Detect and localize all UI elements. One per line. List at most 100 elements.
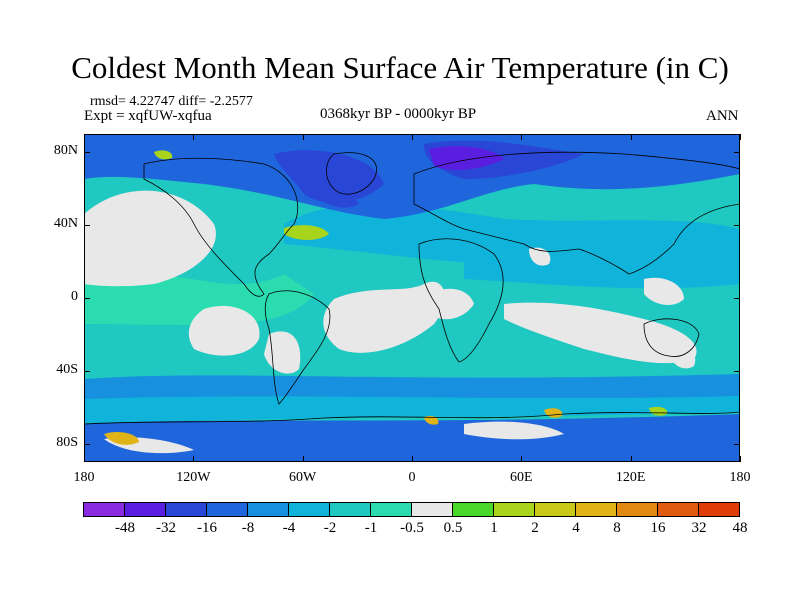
lat-tick-label: 80S bbox=[56, 434, 78, 450]
coastline-antarctica bbox=[84, 411, 740, 425]
experiment-label: Expt = xqfUW-xqfua bbox=[84, 108, 212, 124]
region-arctic-deep bbox=[274, 150, 384, 203]
lat-tick-label: 40N bbox=[53, 216, 78, 232]
colorbar-swatch bbox=[657, 502, 699, 517]
colorbar-swatch bbox=[370, 502, 412, 517]
coastline-eurasia bbox=[413, 151, 740, 275]
colorbar-label: -0.5 bbox=[400, 520, 424, 536]
lon-tick bbox=[193, 456, 195, 462]
lat-tick bbox=[84, 225, 90, 227]
colorbar-label: -32 bbox=[156, 520, 176, 536]
period-label: 0368kyr BP - 0000kyr BP bbox=[320, 106, 477, 122]
lon-tick bbox=[412, 456, 413, 462]
colorbar-swatch bbox=[534, 502, 576, 517]
coastline-north-america bbox=[143, 157, 298, 297]
lon-tick bbox=[84, 456, 85, 462]
lat-tick-label: 80N bbox=[53, 143, 78, 159]
colorbar-swatch bbox=[698, 502, 740, 517]
lat-tick-label: 0 bbox=[71, 289, 78, 304]
lat-tick bbox=[84, 370, 90, 372]
colorbar-swatch bbox=[616, 502, 658, 517]
lon-tick-label: 180 bbox=[73, 470, 95, 485]
colorbar-label: -16 bbox=[197, 520, 217, 536]
neutral-south-pacific bbox=[188, 305, 260, 356]
lon-tick bbox=[193, 134, 195, 140]
lon-tick bbox=[630, 134, 632, 140]
colorbar-swatch bbox=[452, 502, 494, 517]
colorbar-swatch bbox=[411, 502, 453, 517]
lon-tick-label: 120W bbox=[176, 470, 211, 485]
coastline-greenland bbox=[326, 152, 377, 195]
lat-tick-label: 40S bbox=[56, 361, 78, 377]
lat-tick bbox=[734, 225, 740, 227]
colorbar-label: 48 bbox=[732, 520, 748, 536]
map-panel bbox=[84, 134, 740, 462]
colorbar-swatch bbox=[288, 502, 330, 517]
stats-text: rmsd= 4.22747 diff= -2.2577 bbox=[90, 94, 253, 109]
neutral-indian-ocean bbox=[504, 302, 697, 364]
lon-tick bbox=[740, 456, 741, 462]
lon-tick bbox=[302, 134, 304, 140]
coastline-south-america bbox=[264, 290, 331, 405]
lat-tick bbox=[734, 298, 740, 299]
lon-tick bbox=[521, 134, 523, 140]
colorbar-swatch bbox=[206, 502, 248, 517]
lon-tick bbox=[740, 134, 741, 140]
neutral-arabia bbox=[529, 247, 551, 266]
colorbar bbox=[83, 502, 740, 517]
colorbar-label: 2 bbox=[531, 520, 539, 536]
region-tropics-pacific bbox=[84, 274, 314, 326]
lat-tick bbox=[734, 443, 740, 445]
lon-tick bbox=[412, 134, 413, 140]
lat-tick bbox=[734, 370, 740, 372]
coastline-australia bbox=[643, 318, 700, 357]
neutral-western-pacific bbox=[644, 277, 684, 306]
colorbar-label: 0.5 bbox=[443, 520, 463, 536]
region-southern-belt-inner bbox=[84, 396, 740, 424]
lon-tick-label: 60W bbox=[289, 470, 317, 485]
colorbar-label: 32 bbox=[691, 520, 707, 536]
lon-tick bbox=[521, 456, 523, 462]
colorbar-swatch bbox=[83, 502, 125, 517]
colorbar-label: -8 bbox=[241, 520, 255, 536]
coastlines bbox=[84, 151, 740, 425]
colorbar-swatch bbox=[165, 502, 207, 517]
coastline-africa bbox=[418, 238, 504, 363]
colorbar-swatch bbox=[124, 502, 166, 517]
colorbar-label: 16 bbox=[650, 520, 666, 536]
figure-title: Coldest Month Mean Surface Air Temperatu… bbox=[71, 50, 729, 85]
lon-tick-label: 60E bbox=[510, 470, 533, 485]
colorbar-label: -4 bbox=[282, 520, 296, 536]
warm-arctic-east bbox=[154, 150, 173, 160]
lat-tick bbox=[734, 152, 740, 154]
lon-tick bbox=[630, 456, 632, 462]
lat-tick bbox=[84, 443, 90, 445]
warm-antarctic-3 bbox=[649, 406, 668, 416]
colorbar-label: -1 bbox=[364, 520, 378, 536]
colorbar-label: -2 bbox=[323, 520, 337, 536]
neutral-australia-south bbox=[669, 344, 696, 369]
warm-north-atlantic bbox=[284, 225, 329, 240]
lon-tick-label: 0 bbox=[408, 470, 416, 485]
colorbar-swatch bbox=[575, 502, 617, 517]
lon-tick bbox=[84, 134, 85, 140]
neutral-antarctic-east bbox=[464, 421, 564, 440]
colorbar-label: -48 bbox=[115, 520, 135, 536]
anomaly-map bbox=[84, 134, 740, 462]
colorbar-swatch bbox=[247, 502, 289, 517]
lat-tick bbox=[84, 152, 90, 154]
neutral-north-pacific bbox=[84, 190, 216, 287]
colorbar-labels: -48 -32 -16 -8 -4 -2 -1 -0.5 0.5 1 2 4 8 16 32 48 bbox=[84, 520, 748, 540]
season-label: ANN bbox=[706, 108, 739, 124]
lon-tick-label: 180 bbox=[729, 470, 751, 485]
colorbar-swatch bbox=[329, 502, 371, 517]
colorbar-label: 1 bbox=[490, 520, 498, 536]
colorbar-label: 4 bbox=[572, 520, 580, 536]
lat-tick bbox=[84, 298, 90, 299]
warm-antarctic-1 bbox=[104, 431, 139, 445]
colorbar-label: 8 bbox=[613, 520, 621, 536]
lon-tick bbox=[302, 456, 304, 462]
lon-tick-label: 120E bbox=[615, 470, 646, 485]
warm-antarctic-4 bbox=[424, 415, 439, 425]
region-antarctica bbox=[84, 414, 740, 462]
